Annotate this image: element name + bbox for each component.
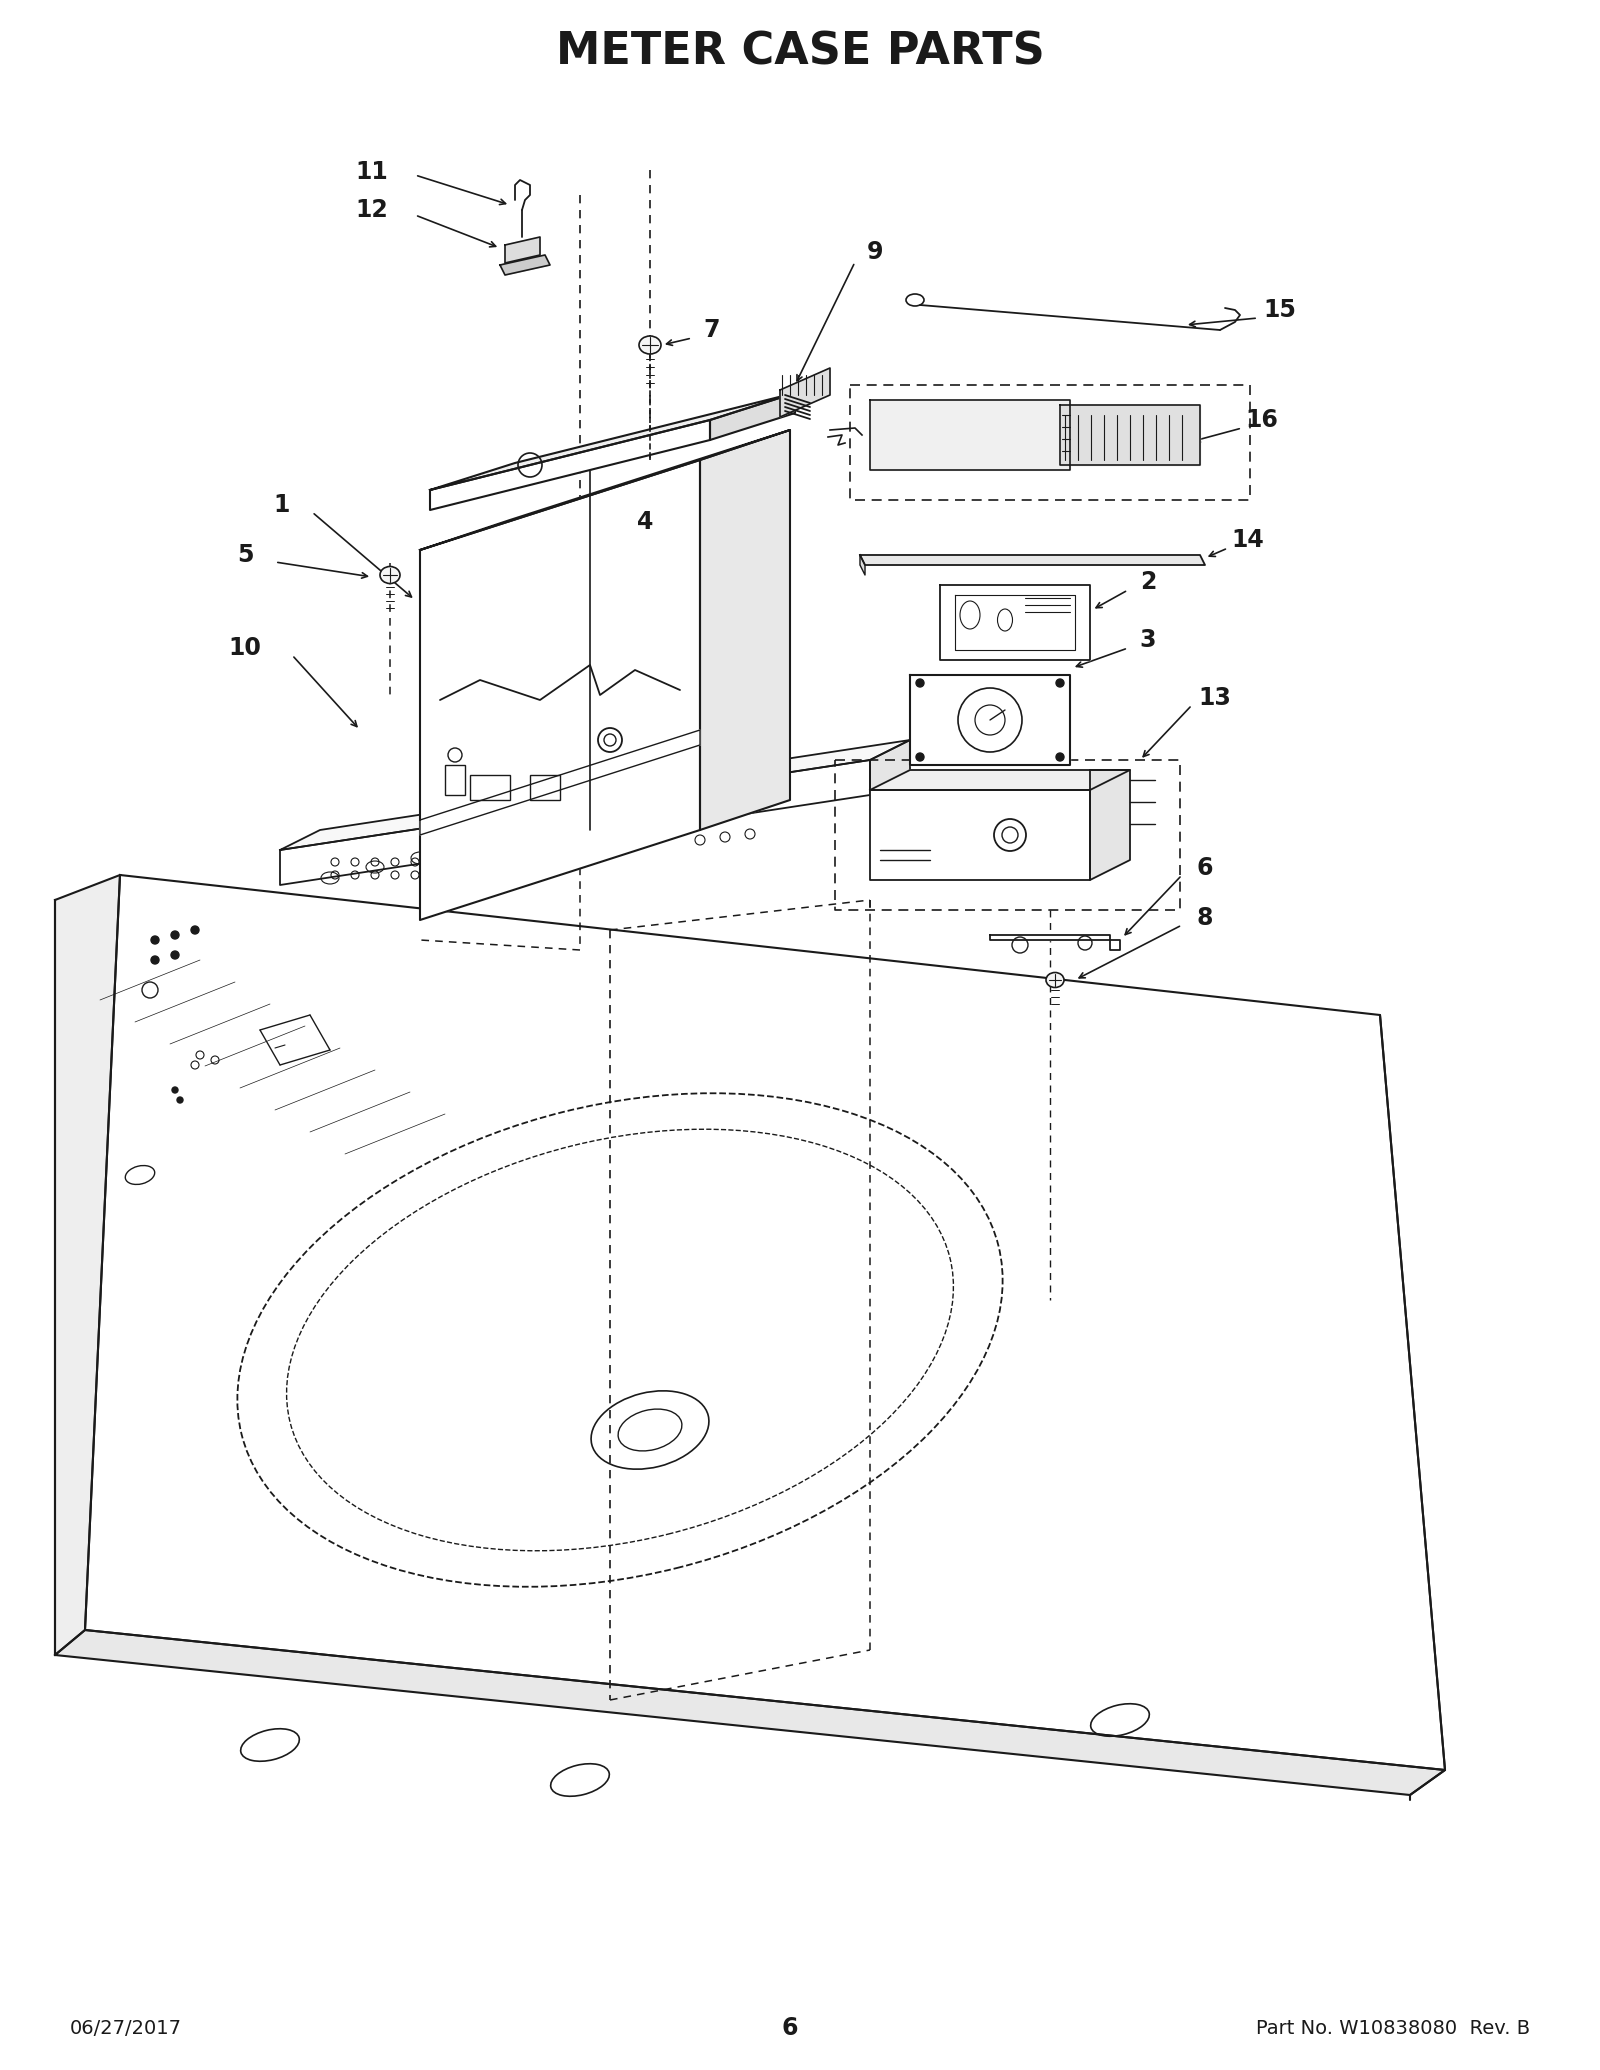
Ellipse shape — [638, 335, 661, 354]
Text: 10: 10 — [229, 635, 261, 660]
Polygon shape — [861, 555, 866, 575]
Polygon shape — [910, 675, 1070, 766]
Polygon shape — [870, 739, 910, 795]
Polygon shape — [54, 1629, 1445, 1795]
Text: 16: 16 — [1245, 408, 1278, 433]
Bar — [470, 774, 510, 799]
Polygon shape — [280, 760, 870, 886]
Text: 2: 2 — [1139, 569, 1157, 594]
Text: 7: 7 — [704, 319, 720, 342]
Text: 06/27/2017: 06/27/2017 — [70, 2018, 182, 2037]
Polygon shape — [430, 393, 795, 491]
Polygon shape — [54, 876, 120, 1656]
Text: 1: 1 — [274, 493, 290, 518]
Circle shape — [150, 936, 158, 944]
Text: Part No. W10838080  Rev. B: Part No. W10838080 Rev. B — [1256, 2018, 1530, 2037]
Circle shape — [190, 925, 198, 934]
Text: 14: 14 — [1232, 528, 1264, 553]
Polygon shape — [419, 431, 790, 551]
Polygon shape — [506, 236, 541, 263]
Polygon shape — [419, 460, 701, 919]
Polygon shape — [781, 368, 830, 416]
Circle shape — [171, 950, 179, 958]
Bar — [530, 774, 560, 799]
Text: 5: 5 — [237, 542, 253, 567]
Polygon shape — [430, 420, 710, 509]
Text: METER CASE PARTS: METER CASE PARTS — [555, 31, 1045, 75]
Polygon shape — [941, 586, 1090, 660]
Bar — [445, 766, 466, 795]
Ellipse shape — [1046, 973, 1064, 987]
Circle shape — [173, 1087, 178, 1093]
Text: 6: 6 — [1197, 857, 1213, 880]
Text: 4: 4 — [637, 509, 653, 534]
Polygon shape — [870, 400, 1070, 470]
Text: 8: 8 — [1197, 907, 1213, 929]
Text: 11: 11 — [355, 159, 389, 184]
Circle shape — [915, 753, 925, 762]
Text: 9: 9 — [867, 240, 883, 265]
Text: 12: 12 — [355, 199, 389, 221]
Text: 6: 6 — [782, 2016, 798, 2041]
Polygon shape — [1090, 770, 1130, 880]
Text: 13: 13 — [1198, 685, 1232, 710]
Polygon shape — [861, 555, 1205, 565]
Polygon shape — [701, 431, 790, 830]
Circle shape — [915, 679, 925, 687]
Circle shape — [150, 956, 158, 965]
Ellipse shape — [381, 567, 400, 584]
Polygon shape — [280, 739, 910, 851]
Polygon shape — [499, 255, 550, 275]
Polygon shape — [419, 731, 701, 834]
Polygon shape — [710, 393, 795, 441]
Polygon shape — [85, 876, 1445, 1770]
Polygon shape — [990, 936, 1120, 950]
Polygon shape — [870, 770, 1130, 791]
Polygon shape — [1059, 406, 1200, 466]
Circle shape — [178, 1097, 182, 1103]
Text: 3: 3 — [1139, 627, 1157, 652]
Polygon shape — [870, 791, 1090, 880]
Circle shape — [1056, 679, 1064, 687]
Text: 15: 15 — [1264, 298, 1296, 323]
Circle shape — [1056, 753, 1064, 762]
Circle shape — [171, 932, 179, 940]
